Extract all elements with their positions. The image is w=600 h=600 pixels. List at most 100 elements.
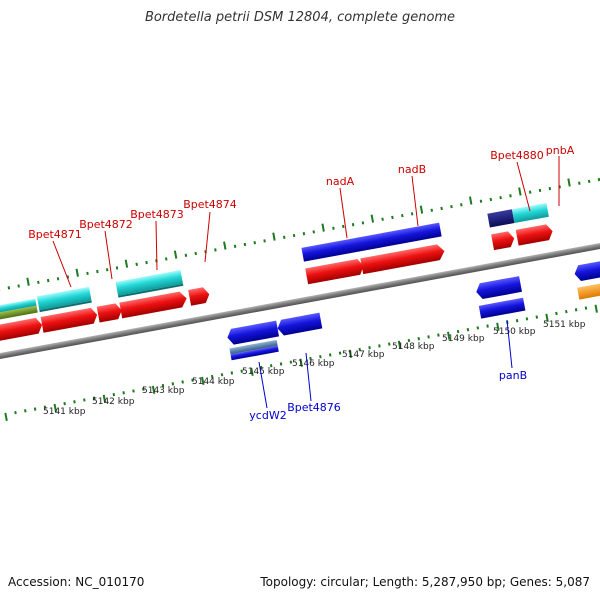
major-tick <box>348 349 353 358</box>
gene-bpet4880-feature[interactable] <box>491 230 516 251</box>
scale-label: 5146 kbp <box>292 359 335 369</box>
major-tick <box>124 259 129 268</box>
leader-line <box>52 240 72 288</box>
genome-summary: Topology: circular; Length: 5,287,950 bp… <box>260 575 590 589</box>
gene-label[interactable]: nadB <box>398 163 426 176</box>
minor-tick <box>260 365 263 370</box>
gene-label[interactable]: Bpet4876 <box>287 401 341 414</box>
cyan-feature[interactable] <box>0 298 37 315</box>
cyan-feature[interactable] <box>115 270 183 296</box>
minor-tick <box>381 217 384 221</box>
blue-feature[interactable] <box>301 237 361 262</box>
blue-feature[interactable] <box>356 222 442 252</box>
gene-label[interactable]: Bpet4871 <box>28 228 82 241</box>
scale-label: 5147 kbp <box>342 350 385 360</box>
leader-line <box>204 211 211 263</box>
minor-tick <box>387 342 391 346</box>
scale-label: 5151 kbp <box>543 320 586 330</box>
gene-reverse-feature[interactable] <box>226 320 280 346</box>
minor-tick <box>489 197 493 202</box>
major-tick <box>75 268 79 277</box>
gene-reverse-feature[interactable] <box>475 276 522 300</box>
leader-line <box>411 175 419 227</box>
cyan-feature[interactable] <box>511 202 549 224</box>
blue-feature[interactable] <box>478 297 526 319</box>
major-tick <box>53 403 57 412</box>
cyan-feature[interactable] <box>36 286 92 311</box>
minor-tick <box>210 374 214 379</box>
minor-tick <box>33 407 37 411</box>
major-tick <box>173 250 178 259</box>
leader-line <box>506 319 513 369</box>
minor-tick <box>263 239 266 243</box>
minor-tick <box>574 308 578 312</box>
minor-tick <box>7 286 11 290</box>
steel-feature[interactable] <box>229 339 278 355</box>
minor-tick <box>417 337 420 341</box>
gene-label[interactable]: panB <box>499 369 527 382</box>
minor-tick <box>230 371 234 375</box>
gene-label[interactable]: Bpet4872 <box>79 218 133 231</box>
minor-tick <box>332 226 335 230</box>
minor-tick <box>63 401 66 406</box>
minor-tick <box>243 242 247 247</box>
minor-tick <box>115 266 119 270</box>
gene-pnbA-feature[interactable] <box>515 223 554 246</box>
minor-tick <box>407 338 411 343</box>
minor-tick <box>14 410 17 415</box>
olive-feature[interactable] <box>0 305 38 322</box>
gene-nadB-feature[interactable] <box>360 243 446 275</box>
gene-bpet4874-feature[interactable] <box>188 286 211 306</box>
minor-tick <box>378 344 381 348</box>
minor-tick <box>391 215 394 220</box>
gene-label[interactable]: Bpet4874 <box>183 198 237 211</box>
minor-tick <box>358 347 361 352</box>
gene-label[interactable]: pnbA <box>546 144 575 157</box>
minor-tick <box>105 268 109 272</box>
minor-tick <box>83 398 86 402</box>
cyan-feature-edge <box>118 283 184 298</box>
gene-label[interactable]: ycdW2 <box>249 409 286 422</box>
orange-feature[interactable] <box>577 280 600 300</box>
gene-small-feature[interactable] <box>96 302 123 323</box>
gene-leader-lines <box>52 156 560 409</box>
minor-tick <box>437 333 440 337</box>
gene-reverse-feature[interactable] <box>573 258 600 282</box>
minor-tick <box>312 230 316 234</box>
gene-label[interactable]: Bpet4880 <box>490 149 544 162</box>
minor-tick <box>427 335 430 339</box>
minor-tick <box>279 362 283 366</box>
gene-bpet4873-feature[interactable] <box>119 291 188 319</box>
gene-reverse-feature[interactable] <box>276 312 323 337</box>
minor-tick <box>401 213 404 218</box>
minor-tick <box>214 248 217 252</box>
minor-tick <box>73 400 76 404</box>
gene-bpet4872-feature[interactable] <box>40 307 99 333</box>
minor-tick <box>548 186 552 191</box>
gene-label[interactable]: nadA <box>326 175 355 188</box>
navy-feature[interactable] <box>487 209 515 228</box>
minor-tick <box>191 378 194 382</box>
minor-tick <box>253 241 256 245</box>
major-tick <box>151 385 156 394</box>
leader-line <box>516 161 531 212</box>
minor-tick <box>37 280 40 285</box>
minor-tick <box>351 223 355 227</box>
minor-tick <box>509 194 512 198</box>
minor-tick <box>161 383 165 388</box>
major-tick <box>250 367 254 376</box>
gene-nadA-feature[interactable] <box>305 258 365 285</box>
minor-tick <box>46 278 50 283</box>
major-tick <box>446 331 451 340</box>
minor-tick <box>368 346 371 350</box>
minor-tick <box>220 373 224 377</box>
genome-strip <box>0 177 600 422</box>
minor-tick <box>240 369 243 373</box>
minor-tick <box>309 356 312 361</box>
blue-feature[interactable] <box>230 345 279 361</box>
gene-label[interactable]: Bpet4873 <box>130 208 184 221</box>
gene-bpet4871-feature[interactable] <box>0 317 44 343</box>
leader-line <box>305 352 312 402</box>
major-tick <box>370 214 375 223</box>
